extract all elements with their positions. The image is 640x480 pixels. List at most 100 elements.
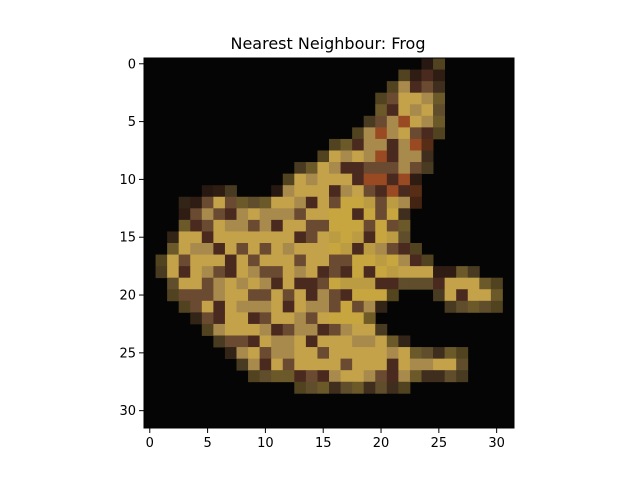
pixel-cell bbox=[340, 358, 353, 371]
pixel-cell bbox=[456, 266, 469, 279]
pixel-cell bbox=[386, 243, 399, 255]
pixel-cell bbox=[155, 254, 168, 267]
pixel-cell bbox=[352, 196, 365, 209]
pixel-cell bbox=[190, 208, 203, 221]
pixel-cell bbox=[329, 323, 341, 336]
pixel-cell bbox=[490, 277, 503, 290]
pixel-cell bbox=[363, 115, 376, 128]
pixel-cell bbox=[398, 69, 411, 82]
pixel-cell bbox=[294, 254, 307, 267]
pixel-cell bbox=[398, 219, 411, 232]
pixel-cell bbox=[352, 127, 365, 140]
pixel-cell bbox=[271, 196, 284, 209]
pixel-cell bbox=[224, 196, 237, 209]
pixel-cell bbox=[329, 347, 341, 360]
pixel-cell bbox=[363, 196, 376, 209]
pixel-cell bbox=[421, 358, 434, 371]
pixel-cell bbox=[340, 138, 353, 151]
pixel-cell bbox=[248, 289, 261, 302]
pixel-cell bbox=[167, 243, 180, 255]
pixel-cell bbox=[363, 381, 376, 394]
pixel-cell bbox=[282, 312, 295, 325]
y-tick-label: 25 bbox=[119, 346, 136, 361]
pixel-cell bbox=[155, 266, 168, 279]
y-tick-label: 20 bbox=[119, 289, 136, 304]
pixel-cell bbox=[294, 173, 307, 186]
pixel-cell bbox=[363, 231, 376, 244]
pixel-cell bbox=[363, 219, 376, 232]
pixel-cell bbox=[190, 266, 203, 279]
pixel-cell bbox=[248, 208, 261, 221]
pixel-cell bbox=[398, 150, 411, 163]
pixel-cell bbox=[340, 335, 353, 348]
pixel-cell bbox=[421, 115, 434, 128]
pixel-cell bbox=[409, 162, 422, 175]
pixel-cell bbox=[352, 208, 365, 221]
pixel-cell bbox=[317, 347, 330, 360]
pixel-cell bbox=[178, 289, 191, 302]
pixel-cell bbox=[467, 266, 480, 279]
pixel-cell bbox=[456, 300, 469, 313]
pixel-cell bbox=[340, 312, 353, 325]
pixel-cell bbox=[305, 219, 318, 232]
pixel-cell bbox=[363, 208, 376, 221]
pixel-cell bbox=[444, 358, 457, 371]
pixel-cell bbox=[317, 150, 330, 163]
pixel-cell bbox=[201, 185, 214, 198]
pixel-cell bbox=[340, 266, 353, 279]
pixel-cell bbox=[213, 277, 226, 290]
pixel-cell bbox=[224, 300, 237, 313]
pixel-cell bbox=[433, 266, 446, 279]
pixel-cell bbox=[363, 277, 376, 290]
pixel-cell bbox=[352, 243, 365, 255]
pixel-cell bbox=[282, 277, 295, 290]
pixel-cell bbox=[329, 254, 341, 267]
pixel-cell bbox=[386, 277, 399, 290]
pixel-cell bbox=[271, 219, 284, 232]
pixel-cell bbox=[294, 208, 307, 221]
pixel-cell bbox=[236, 243, 249, 255]
pixel-cell bbox=[294, 300, 307, 313]
pixel-cell bbox=[409, 104, 422, 117]
pixel-cell bbox=[271, 208, 284, 221]
pixel-cell bbox=[409, 370, 422, 383]
pixel-cell bbox=[433, 358, 446, 371]
pixel-cell bbox=[282, 185, 295, 198]
pixel-cell bbox=[236, 196, 249, 209]
pixel-cell bbox=[248, 277, 261, 290]
pixel-cell bbox=[259, 358, 272, 371]
pixel-cell bbox=[317, 312, 330, 325]
pixel-cell bbox=[490, 300, 503, 313]
pixel-cell bbox=[167, 231, 180, 244]
pixel-cell bbox=[386, 162, 399, 175]
pixel-cell bbox=[259, 243, 272, 255]
pixel-cell bbox=[375, 347, 388, 360]
pixel-cell bbox=[386, 81, 399, 94]
pixel-cell bbox=[329, 138, 341, 151]
pixel-cell bbox=[456, 347, 469, 360]
pixel-cell bbox=[363, 335, 376, 348]
pixel-cell bbox=[317, 243, 330, 255]
pixel-cell bbox=[398, 196, 411, 209]
pixel-cell bbox=[178, 254, 191, 267]
pixel-cell bbox=[190, 254, 203, 267]
pixel-cell bbox=[386, 208, 399, 221]
pixel-cell bbox=[305, 347, 318, 360]
pixel-cell bbox=[271, 266, 284, 279]
pixel-cell bbox=[236, 231, 249, 244]
pixel-cell bbox=[386, 185, 399, 198]
pixel-cell bbox=[386, 289, 399, 302]
pixel-cell bbox=[375, 127, 388, 140]
pixel-cell bbox=[213, 289, 226, 302]
pixel-cell bbox=[317, 381, 330, 394]
pixel-cell bbox=[236, 266, 249, 279]
pixel-cell bbox=[282, 323, 295, 336]
pixel-cell bbox=[213, 266, 226, 279]
pixel-cell bbox=[167, 254, 180, 267]
pixel-cell bbox=[305, 335, 318, 348]
pixel-cell bbox=[363, 300, 376, 313]
pixel-cell bbox=[317, 173, 330, 186]
pixel-cell bbox=[398, 104, 411, 117]
pixel-cell bbox=[317, 162, 330, 175]
pixel-cell bbox=[375, 162, 388, 175]
